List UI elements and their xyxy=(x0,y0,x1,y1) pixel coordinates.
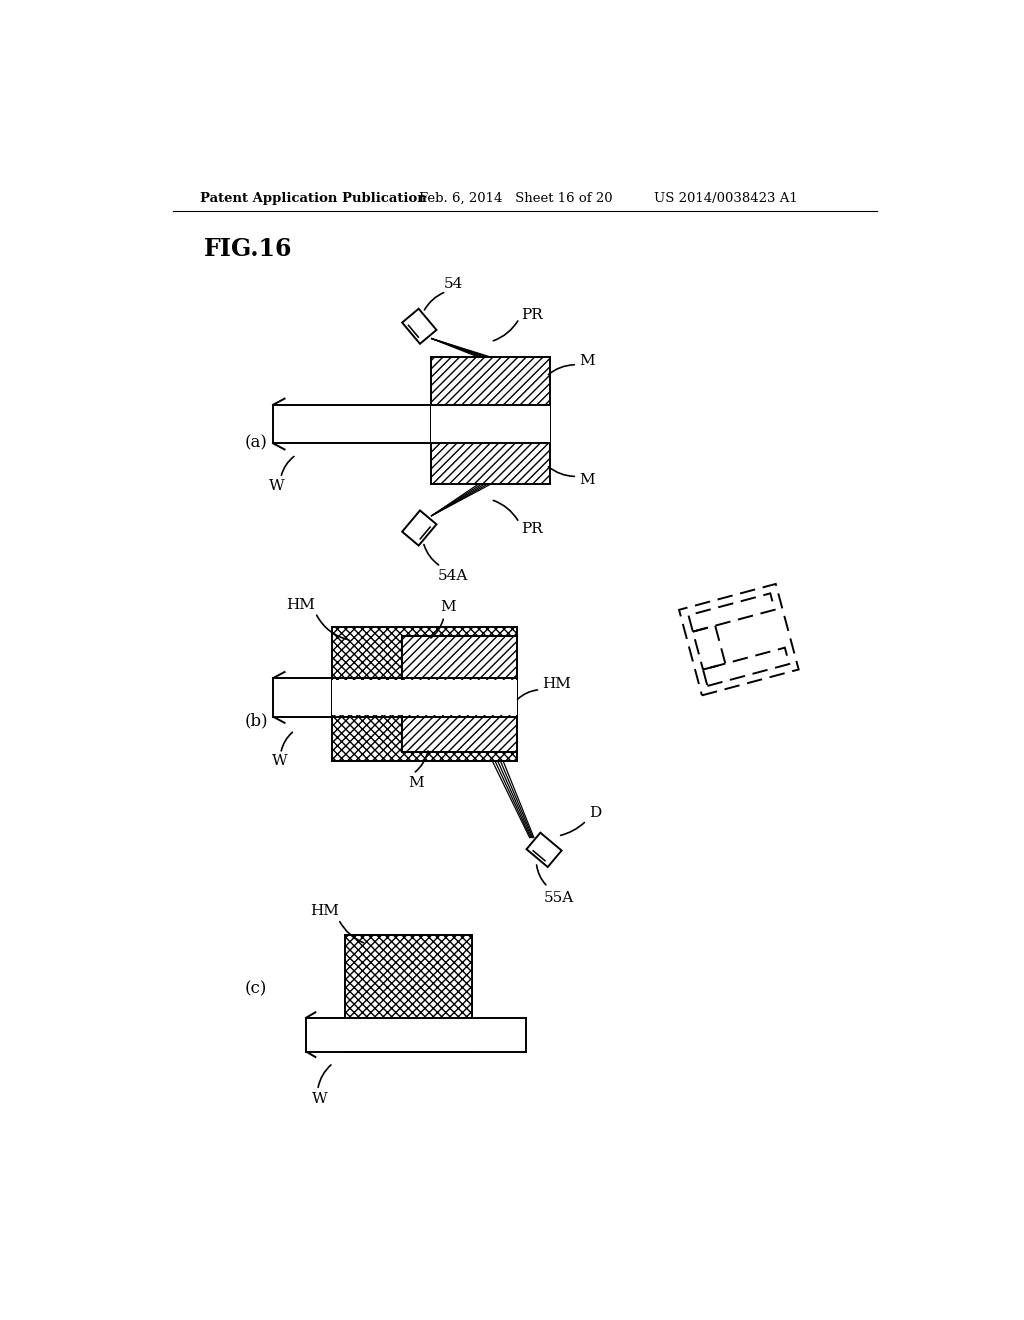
Text: Patent Application Publication: Patent Application Publication xyxy=(200,191,427,205)
Bar xyxy=(688,594,775,632)
Text: HM: HM xyxy=(543,677,571,692)
Bar xyxy=(306,1018,525,1052)
Text: FIG.16: FIG.16 xyxy=(204,238,292,261)
Text: M: M xyxy=(440,599,456,614)
Text: W: W xyxy=(312,1093,328,1106)
Text: W: W xyxy=(271,754,287,768)
Bar xyxy=(401,636,517,752)
Text: (b): (b) xyxy=(245,711,268,729)
Text: 54: 54 xyxy=(444,277,463,290)
Polygon shape xyxy=(526,833,561,867)
Text: US 2014/0038423 A1: US 2014/0038423 A1 xyxy=(654,191,798,205)
Text: (a): (a) xyxy=(245,434,267,451)
Text: PR: PR xyxy=(521,521,544,536)
Polygon shape xyxy=(402,511,436,545)
Text: 55A: 55A xyxy=(544,891,574,904)
Text: D: D xyxy=(589,807,601,820)
Text: HM: HM xyxy=(310,904,339,919)
Bar xyxy=(273,678,333,717)
Bar xyxy=(431,358,550,484)
Text: PR: PR xyxy=(521,308,544,322)
Bar xyxy=(693,626,725,669)
Bar xyxy=(431,407,550,442)
Text: HM: HM xyxy=(286,598,315,612)
Text: M: M xyxy=(580,474,595,487)
Bar xyxy=(345,1019,472,1051)
Text: 54A: 54A xyxy=(438,569,468,582)
Bar xyxy=(401,636,517,752)
Bar xyxy=(402,636,516,751)
Bar xyxy=(333,627,517,762)
Bar xyxy=(679,583,799,696)
Text: M: M xyxy=(580,354,595,368)
Bar xyxy=(273,405,431,444)
Text: Feb. 6, 2014   Sheet 16 of 20: Feb. 6, 2014 Sheet 16 of 20 xyxy=(419,191,613,205)
Polygon shape xyxy=(402,309,436,343)
Text: W: W xyxy=(269,479,285,492)
Bar xyxy=(345,935,472,1018)
Bar xyxy=(333,680,517,715)
Text: (c): (c) xyxy=(245,979,267,997)
Bar xyxy=(703,648,790,686)
Text: M: M xyxy=(408,776,423,789)
